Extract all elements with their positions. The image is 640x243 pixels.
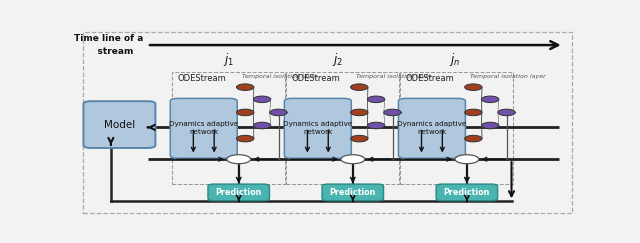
- Text: Temporal isolation layer: Temporal isolation layer: [242, 74, 317, 79]
- Text: ODEStream: ODEStream: [406, 74, 454, 83]
- Circle shape: [351, 109, 368, 116]
- Text: Time line of a
    stream: Time line of a stream: [74, 34, 143, 56]
- Circle shape: [351, 135, 368, 142]
- Circle shape: [481, 122, 499, 129]
- Circle shape: [367, 96, 385, 103]
- FancyBboxPatch shape: [322, 184, 383, 201]
- Circle shape: [481, 96, 499, 103]
- Circle shape: [498, 109, 515, 116]
- Text: Prediction: Prediction: [444, 188, 490, 197]
- Circle shape: [455, 155, 479, 164]
- Text: ODEStream: ODEStream: [178, 74, 227, 83]
- Text: Temporal isolation layer: Temporal isolation layer: [470, 74, 546, 79]
- Text: Dynamics adaptive
network: Dynamics adaptive network: [283, 122, 353, 135]
- FancyBboxPatch shape: [284, 98, 351, 158]
- Circle shape: [269, 109, 287, 116]
- FancyBboxPatch shape: [208, 184, 269, 201]
- Text: Model: Model: [104, 120, 135, 130]
- Bar: [286, 72, 399, 184]
- Bar: [400, 72, 513, 184]
- Text: $j_2$: $j_2$: [332, 51, 344, 68]
- Circle shape: [237, 84, 254, 90]
- FancyBboxPatch shape: [436, 184, 498, 201]
- Text: Prediction: Prediction: [330, 188, 376, 197]
- Circle shape: [237, 135, 254, 142]
- Circle shape: [465, 84, 482, 90]
- Circle shape: [367, 122, 385, 129]
- Text: ODEStream: ODEStream: [292, 74, 340, 83]
- Text: Dynamics adaptive
network: Dynamics adaptive network: [397, 122, 467, 135]
- Circle shape: [465, 135, 482, 142]
- FancyBboxPatch shape: [399, 98, 465, 158]
- Text: Dynamics adaptive
network: Dynamics adaptive network: [169, 122, 239, 135]
- FancyBboxPatch shape: [170, 98, 237, 158]
- Circle shape: [237, 109, 254, 116]
- Text: Prediction: Prediction: [216, 188, 262, 197]
- Text: $j_n$: $j_n$: [449, 51, 460, 68]
- Circle shape: [227, 155, 251, 164]
- Circle shape: [465, 109, 482, 116]
- Circle shape: [253, 122, 271, 129]
- Circle shape: [253, 96, 271, 103]
- Circle shape: [341, 155, 365, 164]
- Text: $j_1$: $j_1$: [223, 51, 234, 68]
- Bar: [172, 72, 285, 184]
- Circle shape: [351, 84, 368, 90]
- Text: Temporal isolation layer: Temporal isolation layer: [356, 74, 432, 79]
- FancyBboxPatch shape: [83, 101, 156, 148]
- Circle shape: [384, 109, 401, 116]
